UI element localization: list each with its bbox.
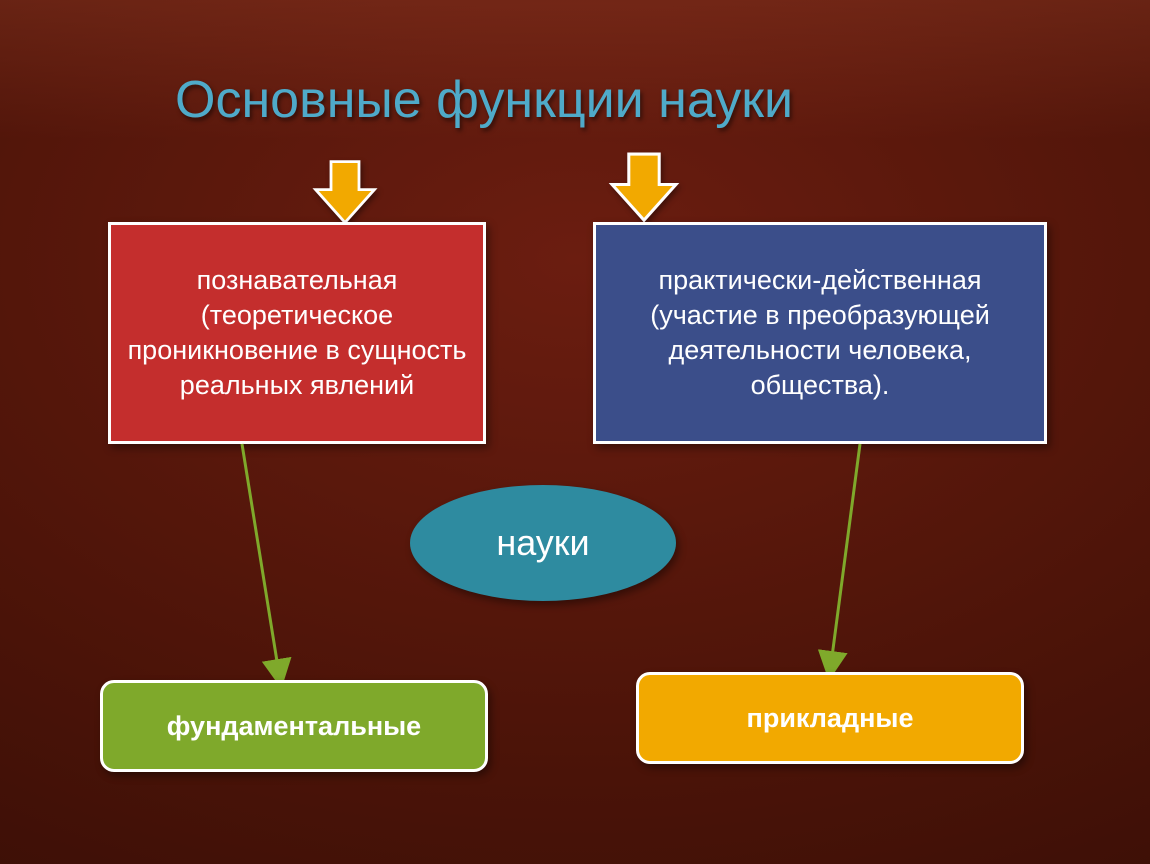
ellipse-sciences: науки	[410, 485, 676, 601]
pill-applied-label: прикладные	[747, 703, 914, 734]
ellipse-label: науки	[496, 522, 589, 564]
slide-title: Основные функции науки	[175, 70, 793, 130]
pill-fundamental-label: фундаментальные	[167, 711, 421, 742]
arrow-down-left-icon	[310, 155, 380, 227]
box-cognitive-text: познавательная (теоретическое проникнове…	[111, 253, 483, 413]
box-practical: практически-действенная (участие в преоб…	[593, 222, 1047, 444]
arrow-down-right-icon	[606, 145, 682, 227]
pill-fundamental: фундаментальные	[100, 680, 488, 772]
box-practical-text: практически-действенная (участие в преоб…	[596, 253, 1044, 413]
box-cognitive: познавательная (теоретическое проникнове…	[108, 222, 486, 444]
pill-applied: прикладные	[636, 672, 1024, 764]
